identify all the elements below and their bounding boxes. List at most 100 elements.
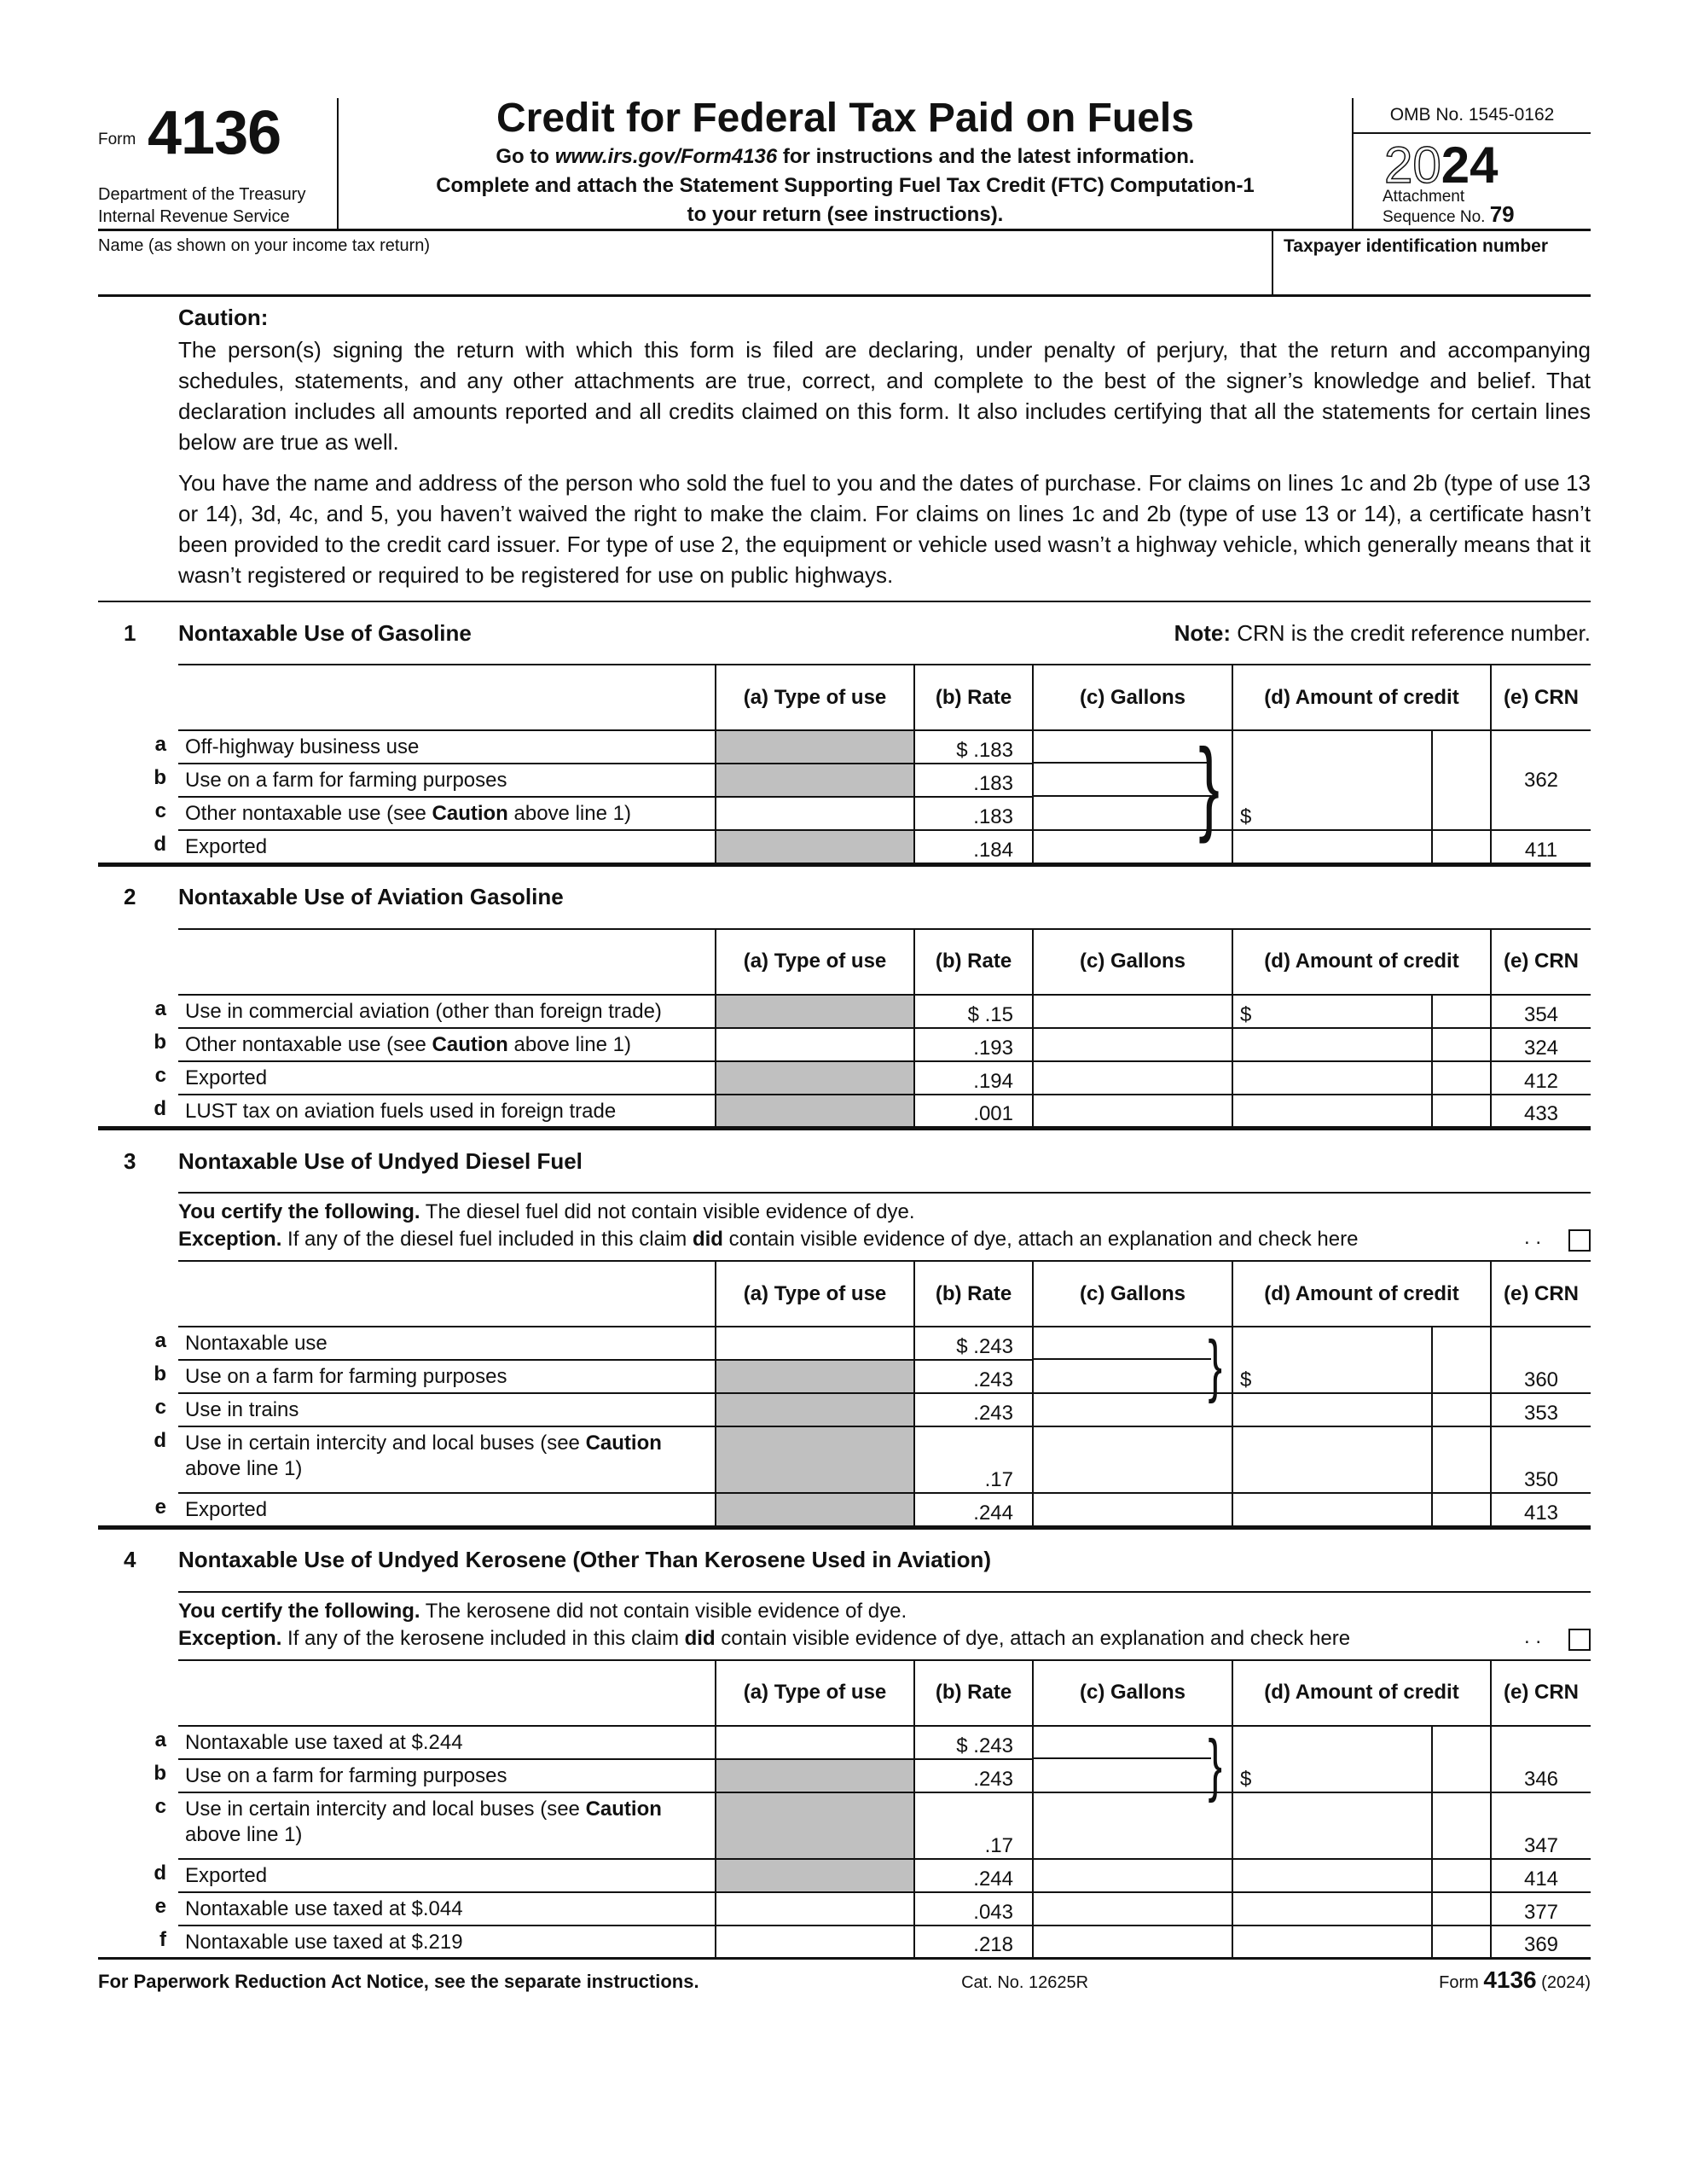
amount-of-credit-field[interactable] <box>1232 1094 1432 1129</box>
form-title: Credit for Federal Tax Paid on Fuels <box>496 96 1194 141</box>
amount-cents-field[interactable] <box>1430 1925 1492 1960</box>
amount-of-credit-field[interactable] <box>1232 1925 1432 1960</box>
line-3e: e Exported .244 413 <box>98 1493 1591 1528</box>
rate-value: .243 <box>913 1360 1033 1394</box>
caution-paragraph-2: You have the name and address of the per… <box>178 470 1591 588</box>
dye-exception-checkbox[interactable] <box>1568 1229 1591 1252</box>
gallons-field[interactable] <box>1032 1360 1232 1394</box>
amount-of-credit-field[interactable]: $ <box>1232 730 1432 831</box>
rate-value: $ .243 <box>913 1327 1033 1361</box>
amount-of-credit-field[interactable] <box>1232 1891 1432 1926</box>
dye-exception-checkbox[interactable] <box>1568 1628 1591 1651</box>
crn-header: (e) CRN <box>1490 664 1591 731</box>
amount-of-credit-field[interactable] <box>1232 1792 1432 1860</box>
gallons-field[interactable] <box>1032 1493 1232 1528</box>
amount-of-credit-header: (d) Amount of credit <box>1231 927 1492 996</box>
amount-of-credit-field[interactable] <box>1232 1393 1432 1427</box>
type-of-use-field <box>715 830 914 865</box>
irs-link[interactable]: www.irs.gov/Form4136 <box>554 145 778 168</box>
amount-cents-field[interactable] <box>1430 1393 1492 1427</box>
gallons-field[interactable] <box>1032 830 1232 865</box>
line-4a: a Nontaxable use taxed at $.244 $ .243} $34… <box>98 1725 1591 1799</box>
name-row: Name (as shown on your income tax return… <box>98 231 1591 297</box>
exception-bold: Exception. <box>178 1626 282 1650</box>
amount-cents-field[interactable] <box>1430 730 1492 831</box>
description-text: Use in certain intercity and local buses… <box>185 1797 586 1821</box>
amount-cents-field[interactable] <box>1430 1858 1492 1893</box>
description-text: Exported <box>185 1863 268 1887</box>
amount-cents-field[interactable] <box>1430 1493 1492 1528</box>
type-of-use-field <box>715 1393 914 1427</box>
gallons-field[interactable] <box>1032 764 1232 797</box>
amount-of-credit-field[interactable] <box>1232 1426 1432 1494</box>
line-description: Use in trains <box>178 1393 716 1427</box>
amount-cents-field[interactable] <box>1430 1327 1492 1394</box>
tax-year: 2024 <box>1383 136 1498 195</box>
attachment-label: Attachment <box>1383 188 1465 206</box>
type-of-use-field[interactable] <box>715 1891 914 1926</box>
section-4-heading: 4 Nontaxable Use of Undyed Kerosene (Othe… <box>98 1527 1591 1591</box>
footer-form-year: (2024) <box>1536 1973 1591 1992</box>
certify-bold: You certify the following. <box>178 1200 420 1223</box>
amount-of-credit-field[interactable] <box>1232 1493 1432 1528</box>
amount-of-credit-field[interactable]: $ <box>1232 1725 1432 1793</box>
section-4-table: (a) Type of use (b) Rate (c) Gallons (d) Am… <box>98 1658 1591 1960</box>
amount-of-credit-field[interactable] <box>1232 1858 1432 1893</box>
line-letter: d <box>98 1094 178 1129</box>
amount-of-credit-field[interactable]: $ <box>1232 1327 1432 1394</box>
type-of-use-field[interactable] <box>715 1027 914 1062</box>
description-bold: Caution <box>585 1797 662 1821</box>
gallons-field[interactable]: } <box>1032 730 1232 839</box>
rate-value: .218 <box>913 1925 1033 1960</box>
amount-of-credit-field[interactable] <box>1232 1027 1432 1062</box>
gallons-field[interactable] <box>1032 1027 1232 1062</box>
gallons-field[interactable] <box>1032 1426 1232 1494</box>
crn-value: 324 <box>1490 1027 1591 1062</box>
description-text: Use on a farm for farming purposes <box>185 1763 507 1787</box>
gallons-field[interactable] <box>1032 1858 1232 1893</box>
gallons-field[interactable] <box>1032 1060 1232 1095</box>
description-text: Other nontaxable use (see <box>185 1032 432 1056</box>
description-text: above line 1) <box>185 1457 303 1480</box>
amount-of-credit-field[interactable]: $ <box>1232 994 1432 1029</box>
line-description: Use in commercial aviation (other than f… <box>178 994 716 1029</box>
amount-cents-field[interactable] <box>1430 1094 1492 1129</box>
type-of-use-field[interactable] <box>715 1725 914 1760</box>
amount-of-credit-field[interactable] <box>1232 830 1432 865</box>
amount-cents-field[interactable] <box>1430 830 1492 865</box>
amount-cents-field[interactable] <box>1430 1725 1492 1793</box>
name-field[interactable]: Name (as shown on your income tax return… <box>98 231 1272 294</box>
amount-cents-field[interactable] <box>1430 1060 1492 1095</box>
amount-cents-field[interactable] <box>1430 1426 1492 1494</box>
gallons-field[interactable] <box>1032 1792 1232 1860</box>
type-of-use-field <box>715 764 914 798</box>
amount-cents-field[interactable] <box>1430 1792 1492 1860</box>
gallons-field[interactable] <box>1032 1925 1232 1960</box>
exception-text: If any of the kerosene included in this … <box>281 1626 685 1650</box>
amount-cents-field[interactable] <box>1430 994 1492 1029</box>
gallons-field[interactable] <box>1032 1891 1232 1926</box>
gallons-field[interactable] <box>1032 994 1232 1029</box>
attachment-sequence: Attachment Sequence No. 79 <box>1383 189 1515 226</box>
gallons-field[interactable]: } <box>1032 1725 1232 1799</box>
gallons-field[interactable] <box>1032 1094 1232 1129</box>
section-title: Nontaxable Use of Undyed Kerosene (Other… <box>178 1547 992 1572</box>
tin-field[interactable]: Taxpayer identification number <box>1272 231 1591 294</box>
type-of-use-field <box>715 1792 914 1860</box>
rate-value: .184 <box>913 830 1033 865</box>
amount-cents-field[interactable] <box>1430 1027 1492 1062</box>
gallons-field[interactable] <box>1032 797 1232 831</box>
type-of-use-field[interactable] <box>715 797 914 831</box>
line-1a: a Off-highway business use $ .183}$362 <box>98 730 1591 839</box>
certification-block: You certify the following. The diesel fu… <box>178 1192 1591 1260</box>
type-of-use-field[interactable] <box>715 1925 914 1960</box>
gallons-field[interactable] <box>1032 1758 1232 1793</box>
description-text: above line 1) <box>185 1822 303 1846</box>
gallons-field[interactable]: } <box>1032 1327 1232 1400</box>
gallons-field[interactable] <box>1032 1393 1232 1427</box>
amount-cents-field[interactable] <box>1430 1891 1492 1926</box>
section-2-table: (a) Type of use (b) Rate (c) Gallons (d) Am… <box>98 927 1591 1129</box>
amount-of-credit-field[interactable] <box>1232 1060 1432 1095</box>
description-text: above line 1) <box>507 1032 631 1056</box>
type-of-use-field[interactable] <box>715 1327 914 1361</box>
